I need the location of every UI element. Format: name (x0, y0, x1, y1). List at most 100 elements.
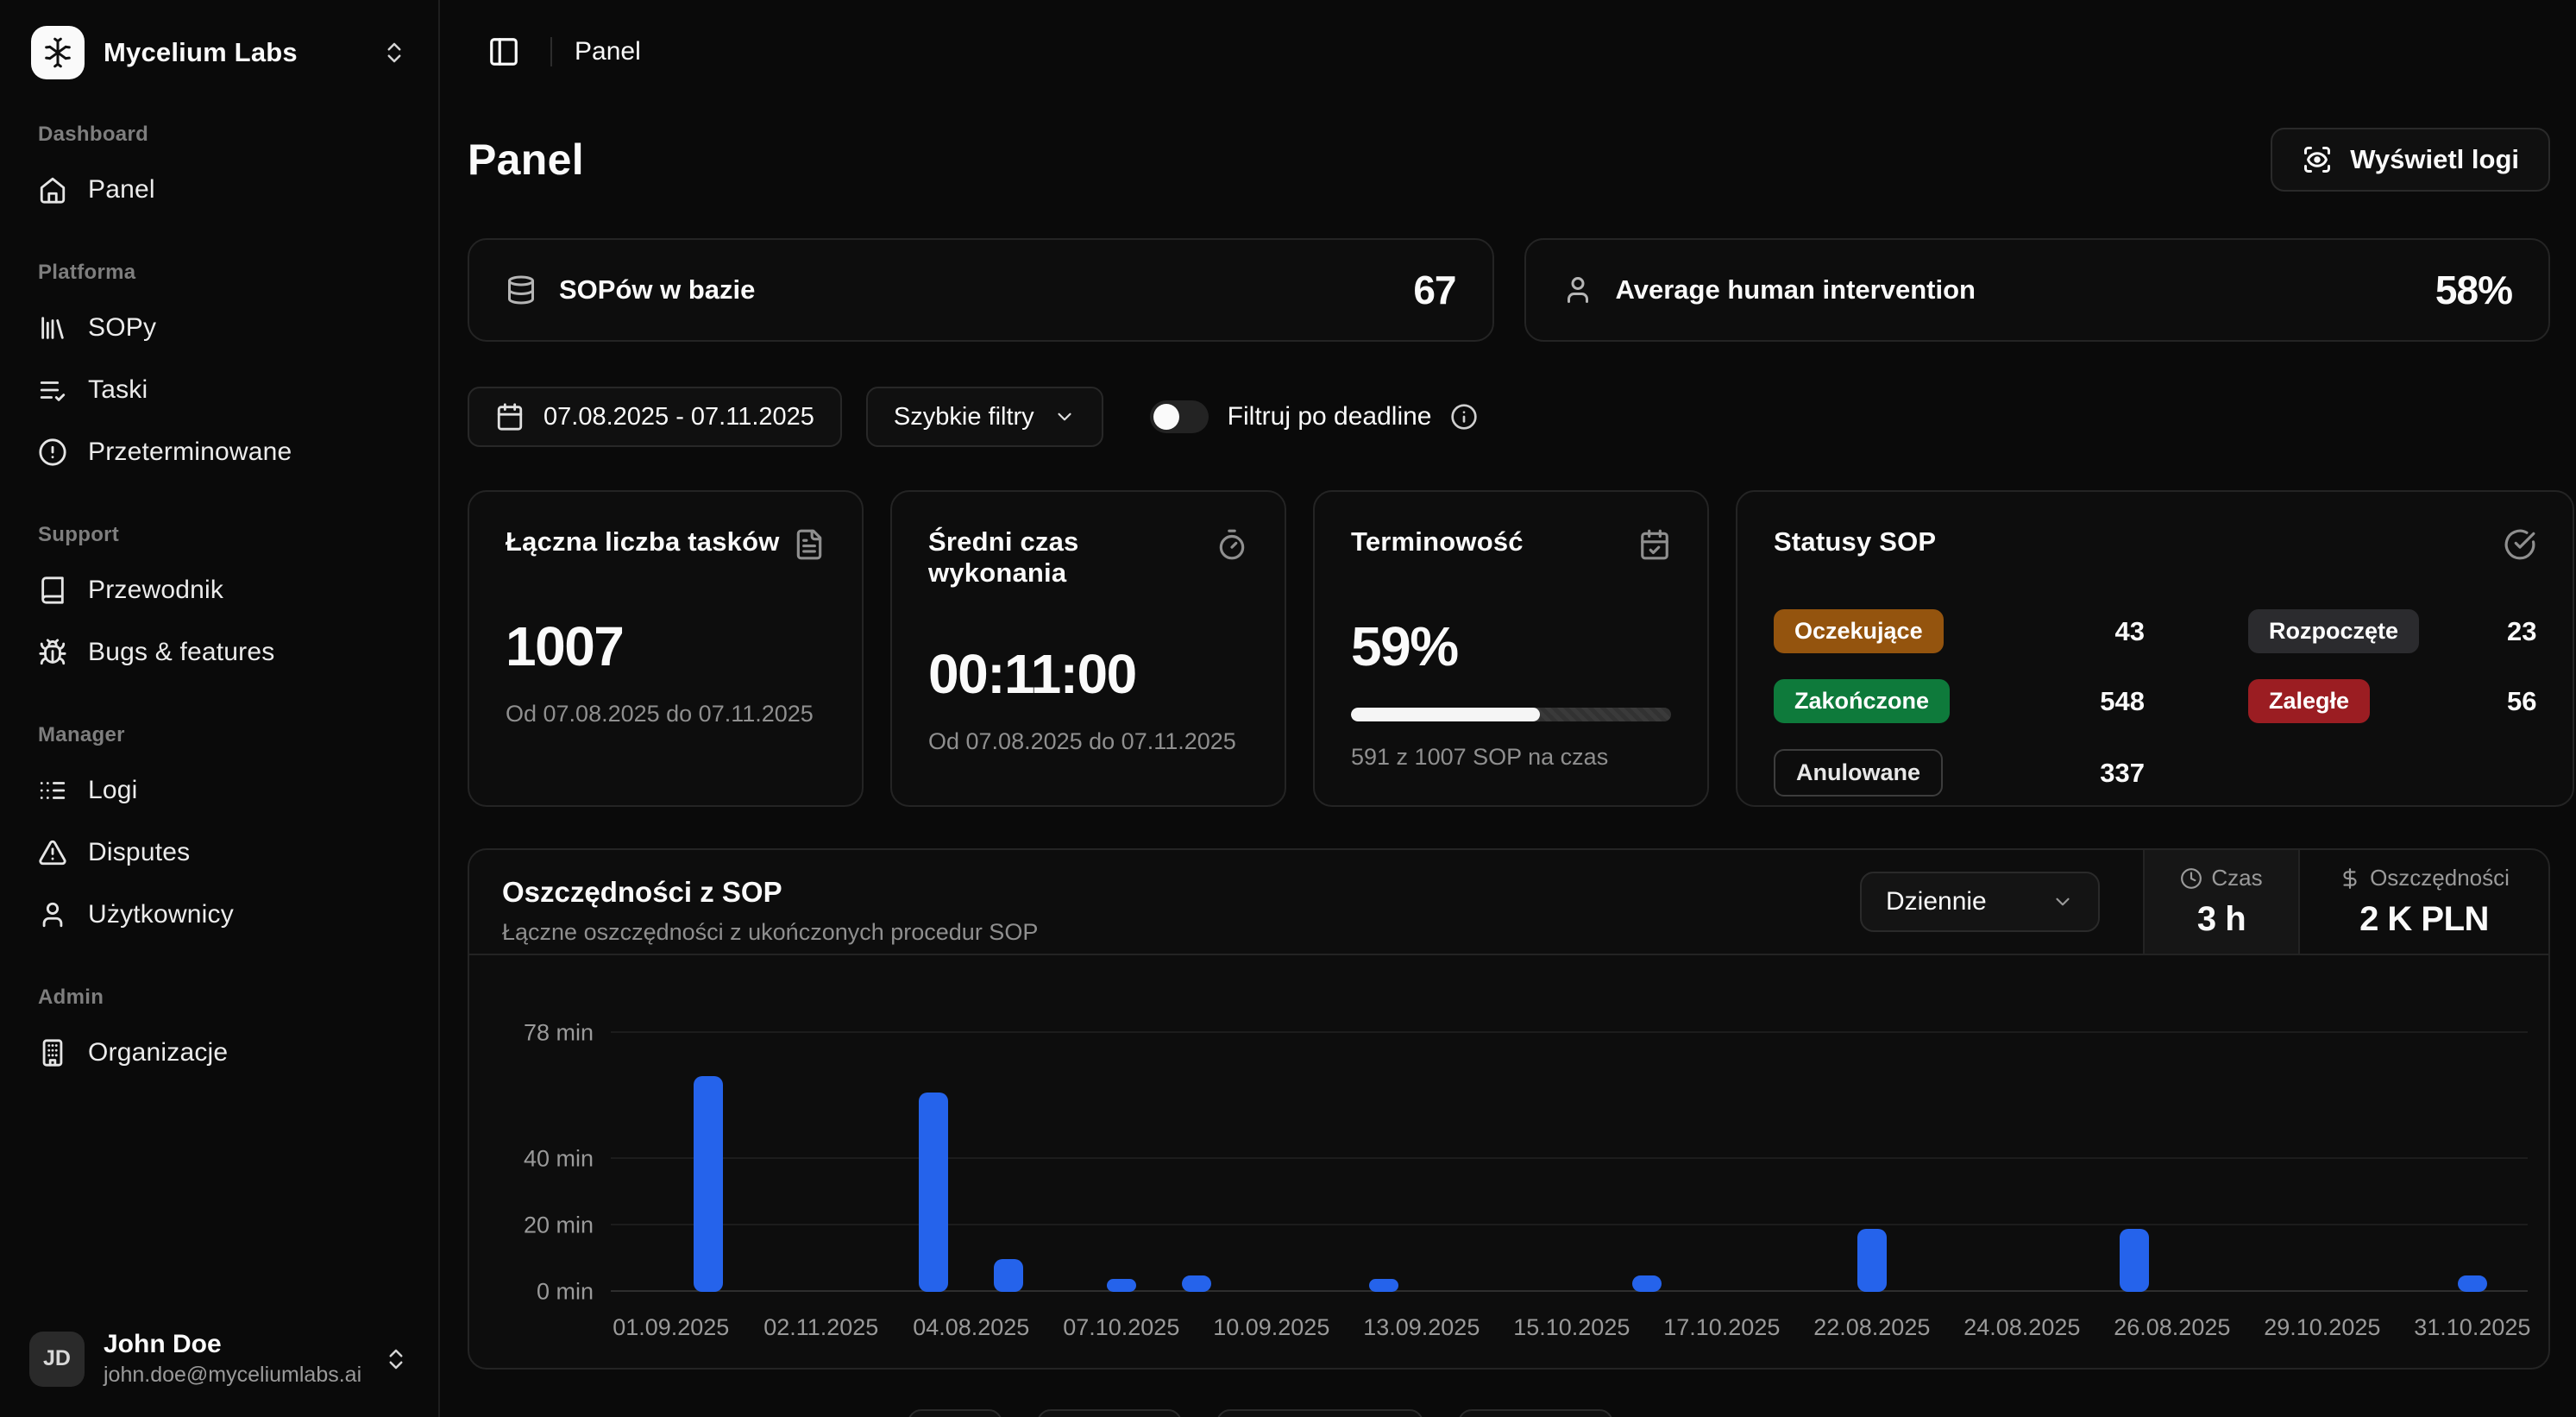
gridline (611, 1290, 2528, 1292)
y-axis-tick: 40 min (523, 1145, 594, 1172)
chevron-down-icon (1053, 406, 1076, 428)
metric-card-avg-time: Średni czas wykonania 00:11:00 Od 07.08.… (890, 490, 1286, 807)
chevron-down-icon (2051, 891, 2074, 913)
breadcrumb: Panel (575, 37, 641, 66)
sidebar-item-bugs-features[interactable]: Bugs & features (26, 621, 412, 683)
metric-subtitle: Od 07.08.2025 do 07.11.2025 (506, 701, 814, 727)
stat-value: 58% (2435, 268, 2513, 312)
sidebar-item-label: SOPy (88, 313, 157, 342)
nav-section-label: Support (38, 523, 120, 546)
tab-czas[interactable]: Czas 3 h (2143, 850, 2298, 954)
book-icon (38, 576, 67, 605)
period-select-value: Dziennie (1886, 887, 1987, 916)
y-axis-tick: 0 min (536, 1278, 594, 1305)
x-axis-label: 10.09.2025 (1213, 1314, 1330, 1340)
stat-label: Average human intervention (1615, 274, 1976, 305)
quick-filters-label: Szybkie filtry (893, 402, 1034, 431)
sidebar: Mycelium Labs Dashboard Panel Platforma SOP… (0, 0, 440, 1417)
page-head: Panel Wyświetl logi (468, 128, 2550, 192)
metric-card-sop-statuses: Statusy SOP Oczekujące 43 Rozpoczęte 23 Zako… (1736, 490, 2575, 807)
user-icon (38, 900, 67, 929)
quick-filters-button[interactable]: Szybkie filtry (865, 387, 1103, 447)
x-axis-label: 02.11.2025 (763, 1314, 879, 1340)
cut-button[interactable] (1458, 1409, 1613, 1417)
nav-section: Admin Organizacje (26, 986, 412, 1084)
org-switcher[interactable]: Mycelium Labs (26, 22, 412, 83)
sidebar-item-label: Disputes (88, 838, 191, 866)
avatar: JD (29, 1331, 85, 1387)
metric-subtitle: 591 z 1007 SOP na czas (1351, 744, 1609, 770)
cut-button[interactable] (908, 1409, 1002, 1417)
status-badge: Zakończone (1774, 679, 1951, 723)
tab-oszczednosci-label: Oszczędności (2370, 865, 2510, 891)
savings-subtitle: Łączne oszczędności z ukończonych proced… (502, 919, 1039, 945)
sidebar-item-sopy[interactable]: SOPy (26, 297, 412, 359)
sidebar-item-przewodnik[interactable]: Przewodnik (26, 559, 412, 621)
nav-section-label: Admin (38, 986, 104, 1009)
date-range-button[interactable]: 07.08.2025 - 07.11.2025 (468, 387, 842, 447)
cut-button[interactable] (1216, 1409, 1423, 1417)
status-badge: Zaległe (2248, 679, 2371, 723)
sidebar-item-przeterminowane[interactable]: Przeterminowane (26, 421, 412, 483)
nav-section-label: Manager (38, 723, 125, 746)
triangle-alert-icon (38, 838, 67, 867)
sidebar-toggle-button[interactable] (480, 28, 528, 76)
x-axis-label: 04.08.2025 (913, 1314, 1030, 1340)
metric-title: Łączna liczba tasków (506, 526, 780, 557)
home-icon (38, 175, 67, 205)
chevrons-up-down-icon (381, 40, 407, 66)
user-name: John Doe (104, 1330, 222, 1358)
chart-bar (1857, 1228, 1887, 1292)
x-axis-label: 22.08.2025 (1813, 1314, 1931, 1340)
metric-title: Terminowość (1351, 526, 1524, 557)
sidebar-item-label: Logi (88, 776, 138, 804)
deadline-filter-group: Filtruj po deadline (1149, 400, 1479, 433)
nav-section: Support Przewodnik Bugs & features (26, 523, 412, 683)
chart-bar (919, 1093, 949, 1292)
sidebar-item-logi[interactable]: Logi (26, 759, 412, 822)
logs-icon (38, 776, 67, 805)
chart-bar (694, 1076, 724, 1292)
info-icon[interactable] (1450, 403, 1478, 431)
database-icon (506, 274, 537, 305)
view-logs-button[interactable]: Wyświetl logi (2271, 128, 2550, 192)
file-text-icon (793, 528, 826, 561)
stat-cards-row: SOPów w bazie 67 Average human intervent… (468, 238, 2550, 342)
savings-card: Oszczędności z SOP Łączne oszczędności z… (468, 848, 2550, 1370)
nav-section: Manager Logi Disputes Użytkownicy (26, 723, 412, 946)
x-axis-label: 26.08.2025 (2114, 1314, 2231, 1340)
sidebar-item-panel[interactable]: Panel (26, 159, 412, 221)
toggle-knob (1153, 404, 1179, 430)
nav-section: Platforma SOPy Taski Przeterminowane (26, 261, 412, 483)
user-email: john.doe@myceliumlabs.ai (104, 1363, 362, 1387)
date-range-value: 07.08.2025 - 07.11.2025 (543, 402, 814, 431)
status-badge: Rozpoczęte (2248, 609, 2420, 653)
x-axis-label: 29.10.2025 (2264, 1314, 2381, 1340)
sidebar-item-label: Przewodnik (88, 576, 224, 604)
sidebar-item-organizacje[interactable]: Organizacje (26, 1022, 412, 1084)
sidebar-item-disputes[interactable]: Disputes (26, 822, 412, 884)
user-menu[interactable]: JD John Doe john.doe@myceliumlabs.ai (22, 1323, 416, 1395)
nav-section-label: Platforma (38, 261, 136, 284)
status-count: 56 (2507, 685, 2537, 716)
building-icon (38, 1038, 67, 1067)
divider (550, 37, 552, 66)
content: Panel Wyświetl logi SOPów w bazie 67 (440, 104, 2576, 1370)
tab-oszczednosci[interactable]: Oszczędności 2 K PLN (2298, 850, 2548, 954)
org-logo (31, 26, 85, 79)
sidebar-item-taski[interactable]: Taski (26, 359, 412, 421)
chart-bar (1106, 1278, 1136, 1292)
sidebar-item-uzytkownicy[interactable]: Użytkownicy (26, 884, 412, 946)
cut-button[interactable] (1037, 1409, 1182, 1417)
savings-card-header: Oszczędności z SOP Łączne oszczędności z… (469, 850, 2548, 955)
deadline-toggle[interactable] (1149, 400, 1209, 433)
nav-section: Dashboard Panel (26, 123, 412, 221)
org-name: Mycelium Labs (104, 37, 298, 67)
period-select[interactable]: Dziennie (1860, 872, 2100, 932)
status-badge: Anulowane (1774, 749, 1944, 797)
calendar-icon (495, 402, 525, 431)
stat-card-sops-in-db: SOPów w bazie 67 (468, 238, 1494, 342)
stat-label: SOPów w bazie (559, 274, 756, 305)
sidebar-item-label: Przeterminowane (88, 438, 292, 466)
y-axis-tick: 20 min (523, 1212, 594, 1238)
